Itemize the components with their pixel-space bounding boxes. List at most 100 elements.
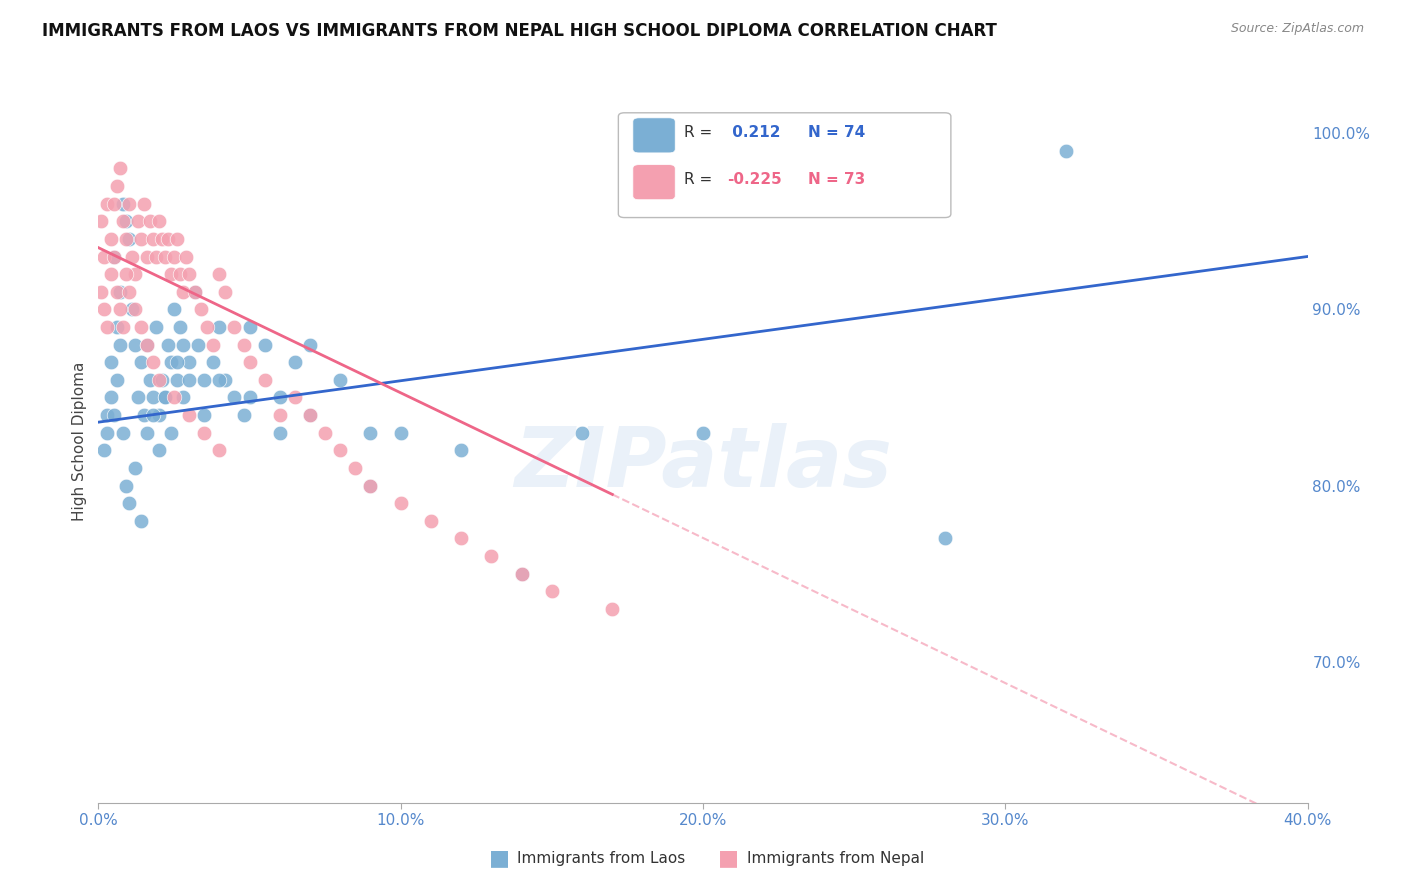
Point	[450, 532, 472, 546]
Point	[253, 373, 276, 387]
Point	[172, 337, 194, 351]
Point	[118, 196, 141, 211]
Point	[179, 355, 201, 369]
Point	[129, 514, 152, 528]
Point	[108, 337, 131, 351]
Point	[224, 391, 246, 405]
Point	[214, 373, 236, 387]
Point	[202, 337, 225, 351]
Point	[195, 320, 218, 334]
Point	[510, 566, 533, 581]
Point	[208, 320, 231, 334]
Point	[121, 302, 143, 317]
Point	[124, 267, 146, 281]
Point	[692, 425, 714, 440]
Point	[179, 408, 201, 422]
Point	[299, 408, 322, 422]
Point	[148, 373, 170, 387]
Point	[129, 232, 152, 246]
Point	[132, 408, 155, 422]
Point	[184, 285, 207, 299]
Point	[314, 425, 336, 440]
Point	[156, 232, 179, 246]
Point	[156, 337, 179, 351]
Point	[184, 285, 207, 299]
Point	[127, 214, 149, 228]
Point	[111, 214, 134, 228]
Text: ■: ■	[718, 848, 738, 868]
Point	[108, 302, 131, 317]
Point	[127, 391, 149, 405]
Point	[105, 320, 128, 334]
Text: Source: ZipAtlas.com: Source: ZipAtlas.com	[1230, 22, 1364, 36]
Point	[148, 443, 170, 458]
Point	[111, 320, 134, 334]
Point	[148, 408, 170, 422]
Point	[166, 373, 188, 387]
Point	[179, 373, 201, 387]
Point	[114, 214, 136, 228]
Point	[299, 408, 322, 422]
Text: -0.225: -0.225	[727, 172, 782, 187]
Text: R =: R =	[683, 125, 717, 140]
Point	[166, 232, 188, 246]
Point	[172, 391, 194, 405]
Point	[142, 232, 165, 246]
Point	[105, 373, 128, 387]
Point	[169, 267, 191, 281]
Point	[145, 320, 167, 334]
Point	[96, 425, 118, 440]
Point	[360, 425, 382, 440]
Text: ■: ■	[489, 848, 509, 868]
Point	[105, 179, 128, 194]
Point	[172, 285, 194, 299]
Point	[153, 391, 176, 405]
Point	[299, 337, 322, 351]
Point	[420, 514, 443, 528]
Point	[108, 285, 131, 299]
Point	[103, 250, 125, 264]
Point	[163, 302, 186, 317]
Point	[224, 320, 246, 334]
Point	[253, 337, 276, 351]
Point	[96, 196, 118, 211]
Point	[329, 373, 352, 387]
Point	[166, 355, 188, 369]
Point	[96, 408, 118, 422]
Text: IMMIGRANTS FROM LAOS VS IMMIGRANTS FROM NEPAL HIGH SCHOOL DIPLOMA CORRELATION CH: IMMIGRANTS FROM LAOS VS IMMIGRANTS FROM …	[42, 22, 997, 40]
Point	[139, 214, 162, 228]
Point	[100, 267, 122, 281]
Point	[239, 320, 262, 334]
Point	[150, 232, 173, 246]
Point	[93, 302, 115, 317]
Point	[360, 478, 382, 492]
Point	[208, 443, 231, 458]
Text: ZIPatlas: ZIPatlas	[515, 423, 891, 504]
Point	[103, 196, 125, 211]
Point	[90, 285, 112, 299]
Point	[118, 496, 141, 510]
Point	[111, 196, 134, 211]
Point	[105, 285, 128, 299]
Point	[100, 355, 122, 369]
Point	[1054, 144, 1077, 158]
Point	[129, 355, 152, 369]
Point	[135, 337, 157, 351]
Point	[135, 425, 157, 440]
Point	[193, 408, 215, 422]
Point	[118, 232, 141, 246]
Point	[124, 337, 146, 351]
Point	[344, 461, 367, 475]
Point	[124, 461, 146, 475]
Point	[389, 425, 412, 440]
Text: 0.212: 0.212	[727, 125, 780, 140]
Point	[114, 267, 136, 281]
Point	[450, 443, 472, 458]
Text: N = 73: N = 73	[808, 172, 866, 187]
Point	[103, 408, 125, 422]
Point	[602, 602, 624, 616]
Point	[934, 532, 956, 546]
Point	[100, 232, 122, 246]
Point	[169, 320, 191, 334]
Point	[232, 408, 254, 422]
